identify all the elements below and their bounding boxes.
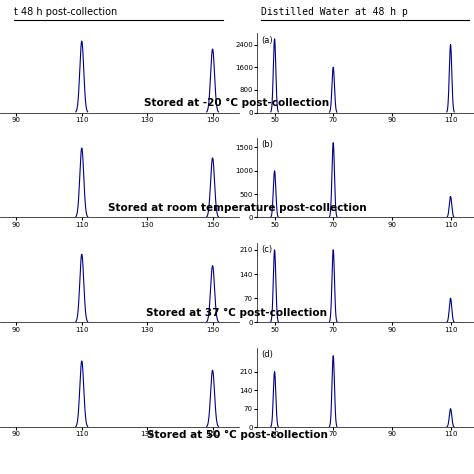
Text: (c): (c): [261, 246, 273, 255]
Text: Stored at 37 °C post-collection: Stored at 37 °C post-collection: [146, 308, 328, 318]
Text: (b): (b): [261, 140, 273, 149]
Text: Stored at 50 °C post-collection: Stored at 50 °C post-collection: [146, 429, 328, 440]
Text: Stored at -20 °C post-collection: Stored at -20 °C post-collection: [145, 98, 329, 108]
Text: Stored at room temperature post-collection: Stored at room temperature post-collecti…: [108, 203, 366, 213]
Text: Distilled Water at 48 h p: Distilled Water at 48 h p: [261, 7, 408, 17]
Text: (d): (d): [261, 350, 273, 359]
Text: (a): (a): [261, 36, 273, 45]
Text: t 48 h post-collection: t 48 h post-collection: [14, 7, 118, 17]
